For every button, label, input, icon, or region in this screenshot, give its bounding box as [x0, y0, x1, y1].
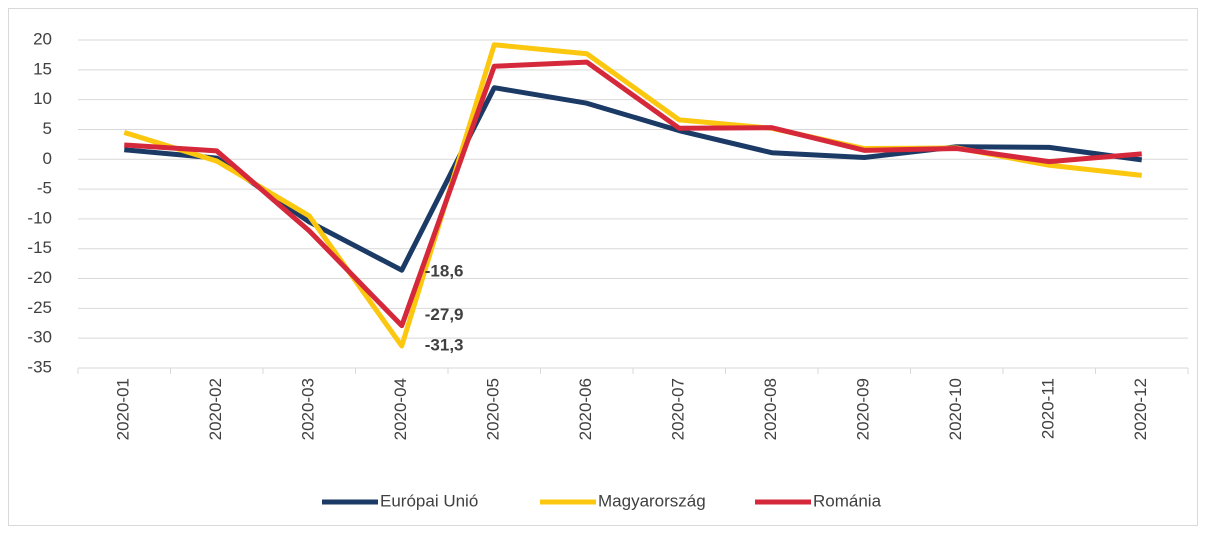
y-tick-label: -10	[27, 208, 52, 227]
y-tick-label: -25	[27, 298, 52, 317]
x-tick-label: 2020-07	[669, 378, 688, 440]
x-tick-label: 2020-04	[391, 378, 410, 440]
series-line	[123, 42, 1143, 349]
x-tick-label: 2020-01	[114, 378, 133, 440]
x-tick-label: 2020-10	[946, 378, 965, 440]
y-tick-label: 0	[43, 149, 52, 168]
data-label: -31,3	[425, 335, 464, 354]
x-tick-label: 2020-02	[206, 378, 225, 440]
x-tick-label: 2020-12	[1131, 378, 1150, 440]
x-tick-label: 2020-08	[761, 378, 780, 440]
y-tick-label: -30	[27, 328, 52, 347]
x-tick-label: 2020-05	[484, 378, 503, 440]
x-tick-label: 2020-03	[299, 378, 318, 440]
y-tick-label: 5	[43, 119, 52, 138]
y-tick-label: 10	[33, 89, 52, 108]
legend-label: Európai Unió	[380, 491, 478, 510]
chart-border	[8, 8, 1198, 526]
legend-label: Románia	[813, 491, 882, 510]
x-tick-label: 2020-09	[854, 378, 873, 440]
legend-label: Magyarország	[598, 491, 706, 510]
y-tick-label: 15	[33, 59, 52, 78]
x-tick-label: 2020-06	[576, 378, 595, 440]
y-tick-label: -35	[27, 357, 52, 376]
y-tick-label: -5	[37, 179, 52, 198]
y-tick-label: -20	[27, 268, 52, 287]
y-tick-label: -15	[27, 238, 52, 257]
series-line	[124, 85, 1143, 273]
data-label: -18,6	[425, 262, 464, 281]
data-label: -27,9	[425, 305, 464, 324]
y-tick-label: 20	[33, 29, 52, 48]
series-line	[124, 59, 1142, 329]
x-tick-label: 2020-11	[1039, 378, 1058, 439]
